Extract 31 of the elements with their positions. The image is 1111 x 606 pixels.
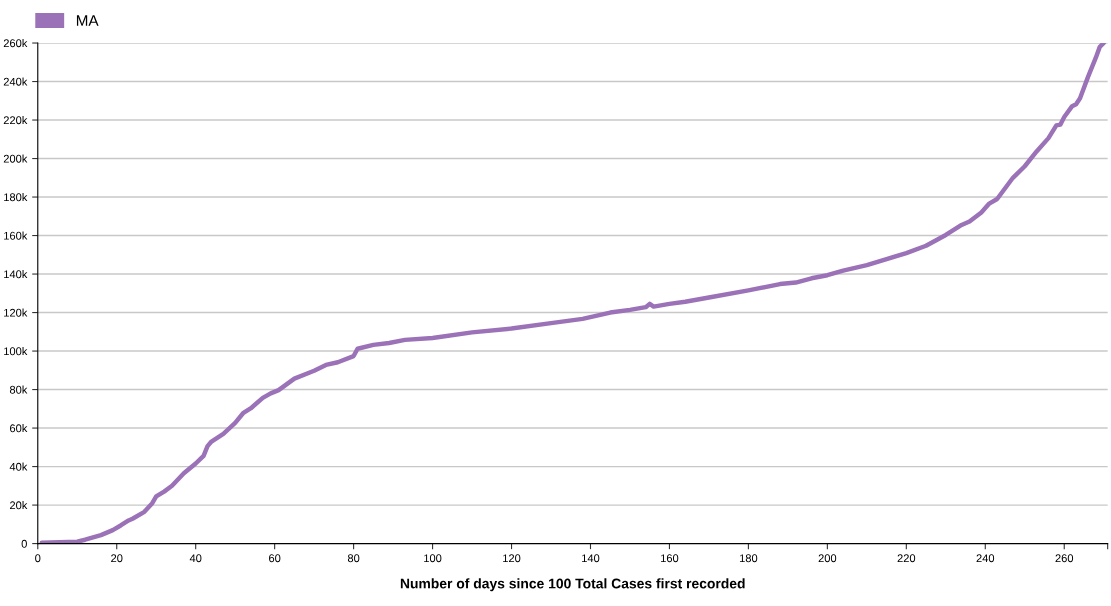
y-tick-label: 260k xyxy=(3,39,28,48)
x-tick-label: 140 xyxy=(582,554,600,563)
x-tick-label: 200 xyxy=(818,554,837,563)
x-axis-title: Number of days since 100 Total Cases first recorded xyxy=(400,578,745,592)
y-tick-label: 60k xyxy=(10,424,28,433)
y-tick-label: 0 xyxy=(21,539,27,548)
x-tick-label: 120 xyxy=(503,554,521,563)
x-tick-label: 240 xyxy=(976,554,995,563)
y-tick-label: 240k xyxy=(3,77,28,86)
y-tick-label: 200k xyxy=(3,154,28,163)
y-tick-label: 80k xyxy=(9,385,28,394)
y-tick-label: 20k xyxy=(10,501,28,510)
y-tick-label: 180k xyxy=(4,193,28,202)
line-series xyxy=(39,43,1106,544)
x-tick-label: 180 xyxy=(739,554,758,563)
x-tick-label: 0 xyxy=(35,554,41,563)
x-tick-label: 60 xyxy=(269,554,281,563)
x-tick-label: 260 xyxy=(1055,554,1074,563)
legend-label: MA xyxy=(76,15,99,26)
x-tick-label: 160 xyxy=(661,554,679,563)
y-tick-label: 160k xyxy=(4,231,28,240)
y-tick-label: 40k xyxy=(9,462,28,471)
y-tick-label: 220k xyxy=(3,116,28,125)
y-tick-label: 120k xyxy=(4,308,28,317)
x-tick-label: 20 xyxy=(111,554,123,563)
y-tick-label: 140k xyxy=(4,270,28,279)
x-tick-label: 80 xyxy=(347,554,360,563)
y-tick-label: 100k xyxy=(4,347,28,356)
x-tick-label: 100 xyxy=(424,554,442,563)
x-tick-label: 40 xyxy=(189,554,202,563)
x-tick-label: 220 xyxy=(897,554,916,563)
